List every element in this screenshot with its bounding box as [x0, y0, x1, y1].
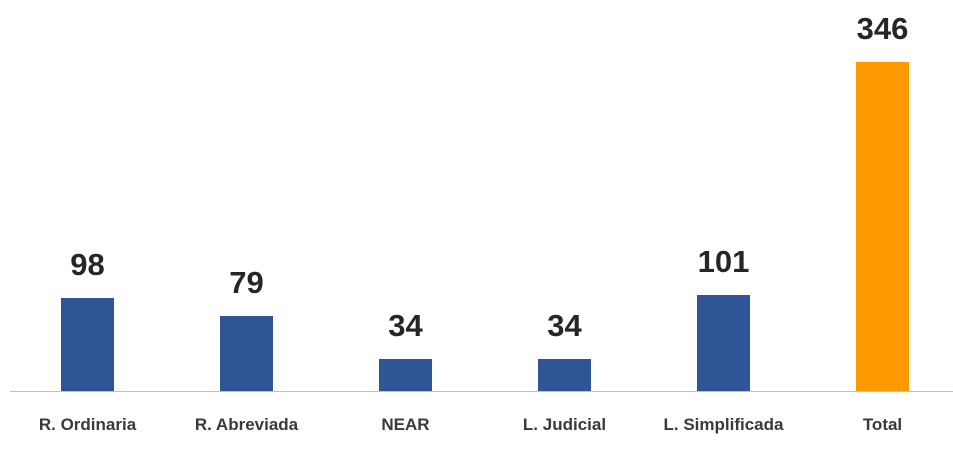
- value-label: 34: [388, 307, 423, 343]
- x-tick-label: NEAR: [381, 415, 430, 434]
- value-label: 98: [70, 246, 105, 282]
- value-label: 346: [856, 11, 909, 46]
- baseline: [10, 391, 953, 392]
- bar: [61, 297, 114, 391]
- value-label: 34: [547, 307, 582, 343]
- value-label: 79: [229, 264, 264, 300]
- x-tick-label: L. Judicial: [522, 415, 607, 434]
- bar: [379, 358, 432, 391]
- value-label: 101: [697, 243, 750, 279]
- bar: [856, 62, 909, 391]
- bar: [697, 294, 750, 391]
- x-tick-label: Total: [862, 415, 903, 434]
- x-tick-label: R. Abreviada: [194, 415, 299, 434]
- bar: [220, 315, 273, 391]
- x-tick-label: R. Ordinaria: [38, 415, 137, 434]
- bar: [538, 358, 591, 391]
- x-tick-label: L. Simplificada: [663, 415, 784, 434]
